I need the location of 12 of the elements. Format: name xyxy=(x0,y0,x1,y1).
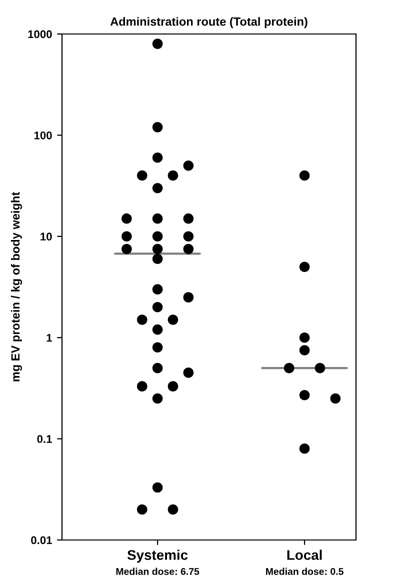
y-tick-label: 0.01 xyxy=(31,536,52,544)
y-tick-label: 1 xyxy=(46,334,52,342)
chart-title: Administration route (Total protein) xyxy=(110,17,308,28)
x-tick-label: Local xyxy=(287,550,322,560)
y-axis-title: mg EV protein / kg of body weight xyxy=(10,192,22,382)
y-tick-label: 100 xyxy=(34,131,52,140)
x-tick-label: Systemic xyxy=(127,550,188,563)
y-tick-label: 1000 xyxy=(28,30,52,38)
y-tick-label: 10 xyxy=(40,232,52,241)
text: Median dose: 0.5 xyxy=(266,568,344,575)
y-tick-label: 0.1 xyxy=(37,435,52,443)
text: Median dose: 6.75 xyxy=(116,568,200,575)
